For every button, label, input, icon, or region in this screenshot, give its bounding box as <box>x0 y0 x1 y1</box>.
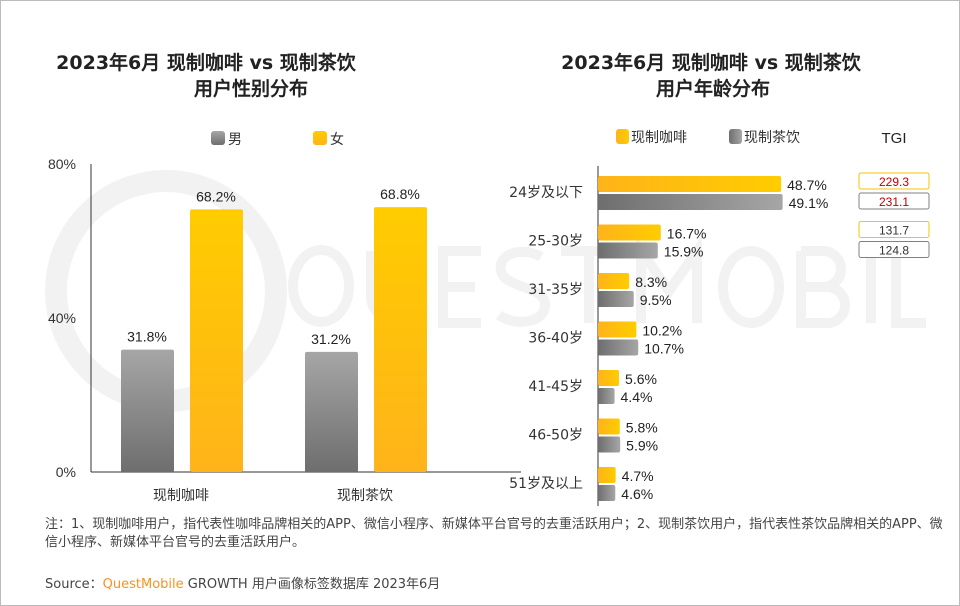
legend-swatch-coffee <box>616 129 629 144</box>
bar <box>374 207 427 472</box>
legend-swatch-tea <box>729 129 742 144</box>
y-tick-label: 40% <box>48 310 76 326</box>
source-label: Source： <box>45 577 103 592</box>
tgi-value: 131.7 <box>879 224 909 238</box>
bar <box>305 351 358 472</box>
tgi-box <box>858 221 930 238</box>
bar <box>598 485 616 501</box>
tgi-value: 231.1 <box>879 195 909 209</box>
tgi-box <box>858 192 930 210</box>
bar <box>598 291 634 307</box>
bar <box>121 349 174 472</box>
legend-swatch-male <box>211 131 225 145</box>
bar <box>598 194 783 210</box>
data-label: 5.6% <box>625 371 657 387</box>
category-label: 31-35岁 <box>528 282 583 298</box>
data-label: 4.4% <box>621 389 653 405</box>
legend-label: 女 <box>330 131 344 148</box>
bar <box>598 273 630 289</box>
source-line: Source：QuestMobile GROWTH 用户画像标签数据库 2023… <box>45 573 440 592</box>
bar <box>598 339 639 356</box>
data-label: 10.2% <box>642 323 682 339</box>
data-label: 31.8% <box>127 329 167 345</box>
legend-label: 现制茶饮 <box>744 130 800 146</box>
bar <box>598 176 782 192</box>
data-label: 8.3% <box>635 274 667 290</box>
x-tick-label: 现制咖啡 <box>153 488 209 504</box>
data-label: 68.2% <box>196 188 236 204</box>
tgi-value: 124.8 <box>879 244 909 258</box>
tgi-box <box>858 172 930 190</box>
bar <box>598 321 637 338</box>
category-label: 25-30岁 <box>528 234 583 250</box>
x-tick-label: 现制茶饮 <box>337 488 393 504</box>
bar <box>598 370 620 386</box>
data-label: 31.2% <box>311 331 351 347</box>
bar <box>598 436 621 453</box>
data-label: 9.5% <box>640 292 672 308</box>
bar <box>598 242 658 259</box>
category-label: 46-50岁 <box>528 428 583 444</box>
data-label: 48.7% <box>787 177 827 193</box>
source-text: GROWTH 用户画像标签数据库 2023年6月 <box>183 577 441 592</box>
bar <box>598 418 620 435</box>
left-title: 2023年6月 现制咖啡 vs 现制茶饮 <box>56 51 357 74</box>
tgi-box <box>858 241 930 258</box>
bar <box>598 467 616 483</box>
data-label: 5.9% <box>626 438 658 454</box>
tgi-value: 229.3 <box>879 175 909 189</box>
data-label: 5.8% <box>626 420 658 436</box>
category-label: 24岁及以下 <box>509 185 583 201</box>
data-label: 15.9% <box>664 244 704 260</box>
category-label: 41-45岁 <box>528 379 583 395</box>
bar <box>190 209 243 472</box>
right-title: 2023年6月 现制咖啡 vs 现制茶饮 <box>561 51 862 74</box>
left-subtitle: 用户性别分布 <box>194 77 308 100</box>
bar <box>598 388 615 404</box>
legend-label: 男 <box>228 132 242 148</box>
watermark-logo <box>45 170 926 412</box>
y-tick-label: 80% <box>48 156 76 172</box>
data-label: 4.6% <box>621 486 653 502</box>
data-label: 68.8% <box>380 186 420 202</box>
source-brand: QuestMobile <box>102 577 184 592</box>
tgi-header: TGI <box>882 130 907 147</box>
data-label: 16.7% <box>667 226 707 242</box>
right-subtitle: 用户年龄分布 <box>656 77 770 100</box>
bar <box>598 224 661 241</box>
y-tick-label: 0% <box>56 464 76 480</box>
legend-swatch-female <box>313 131 327 145</box>
data-label: 49.1% <box>789 195 829 211</box>
category-label: 51岁及以上 <box>509 476 583 492</box>
legend-label: 现制咖啡 <box>631 130 687 146</box>
category-label: 36-40岁 <box>528 331 583 347</box>
footnote: 注：1、现制咖啡用户，指代表性咖啡品牌相关的APP、微信小程序、新媒体平台官号的… <box>45 517 943 550</box>
data-label: 4.7% <box>622 468 654 484</box>
data-label: 10.7% <box>644 341 684 357</box>
